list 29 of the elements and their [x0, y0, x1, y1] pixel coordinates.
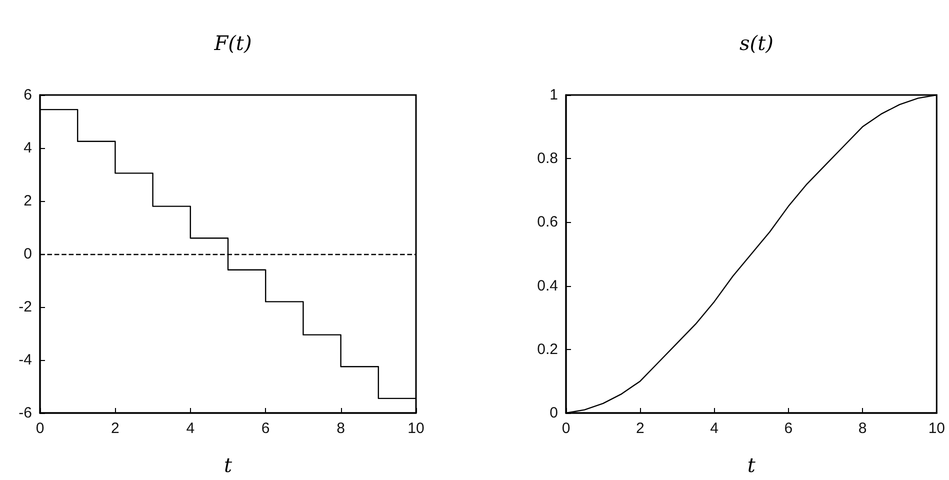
- x-tick-label: 0: [562, 420, 570, 437]
- y-tick-label: 0: [550, 404, 558, 422]
- y-tick-label: 0.8: [537, 150, 558, 168]
- y-tick-label: 0.2: [537, 340, 558, 358]
- x-tick-label: 0: [36, 420, 44, 437]
- x-axis-title: t: [224, 453, 233, 477]
- y-tick-label: 2: [24, 192, 32, 210]
- x-tick-label: 6: [784, 420, 793, 437]
- x-tick-label: 10: [928, 420, 945, 437]
- x-axis-title: t: [747, 453, 756, 477]
- chart-title: F(t): [213, 31, 252, 55]
- x-tick-label: 8: [336, 420, 345, 437]
- y-tick-label: 1: [550, 86, 558, 104]
- x-tick-label: 4: [710, 420, 718, 437]
- y-tick-label: -4: [18, 352, 32, 368]
- y-tick-label: -2: [18, 298, 32, 316]
- x-tick-label: 10: [408, 420, 424, 437]
- x-tick-label: 6: [261, 420, 270, 437]
- chart-title: s(t): [740, 31, 774, 55]
- y-tick-label: 0.4: [537, 277, 558, 294]
- y-tick-label: -6: [18, 404, 32, 422]
- y-tick-label: 6: [24, 86, 32, 104]
- y-tick-label: 0: [24, 246, 32, 262]
- y-tick-label: 0.6: [537, 214, 558, 231]
- x-tick-label: 4: [186, 420, 195, 437]
- y-tick-label: 4: [24, 140, 32, 156]
- x-tick-label: 2: [111, 420, 120, 437]
- x-tick-label: 8: [858, 420, 867, 437]
- x-tick-label: 2: [636, 420, 644, 437]
